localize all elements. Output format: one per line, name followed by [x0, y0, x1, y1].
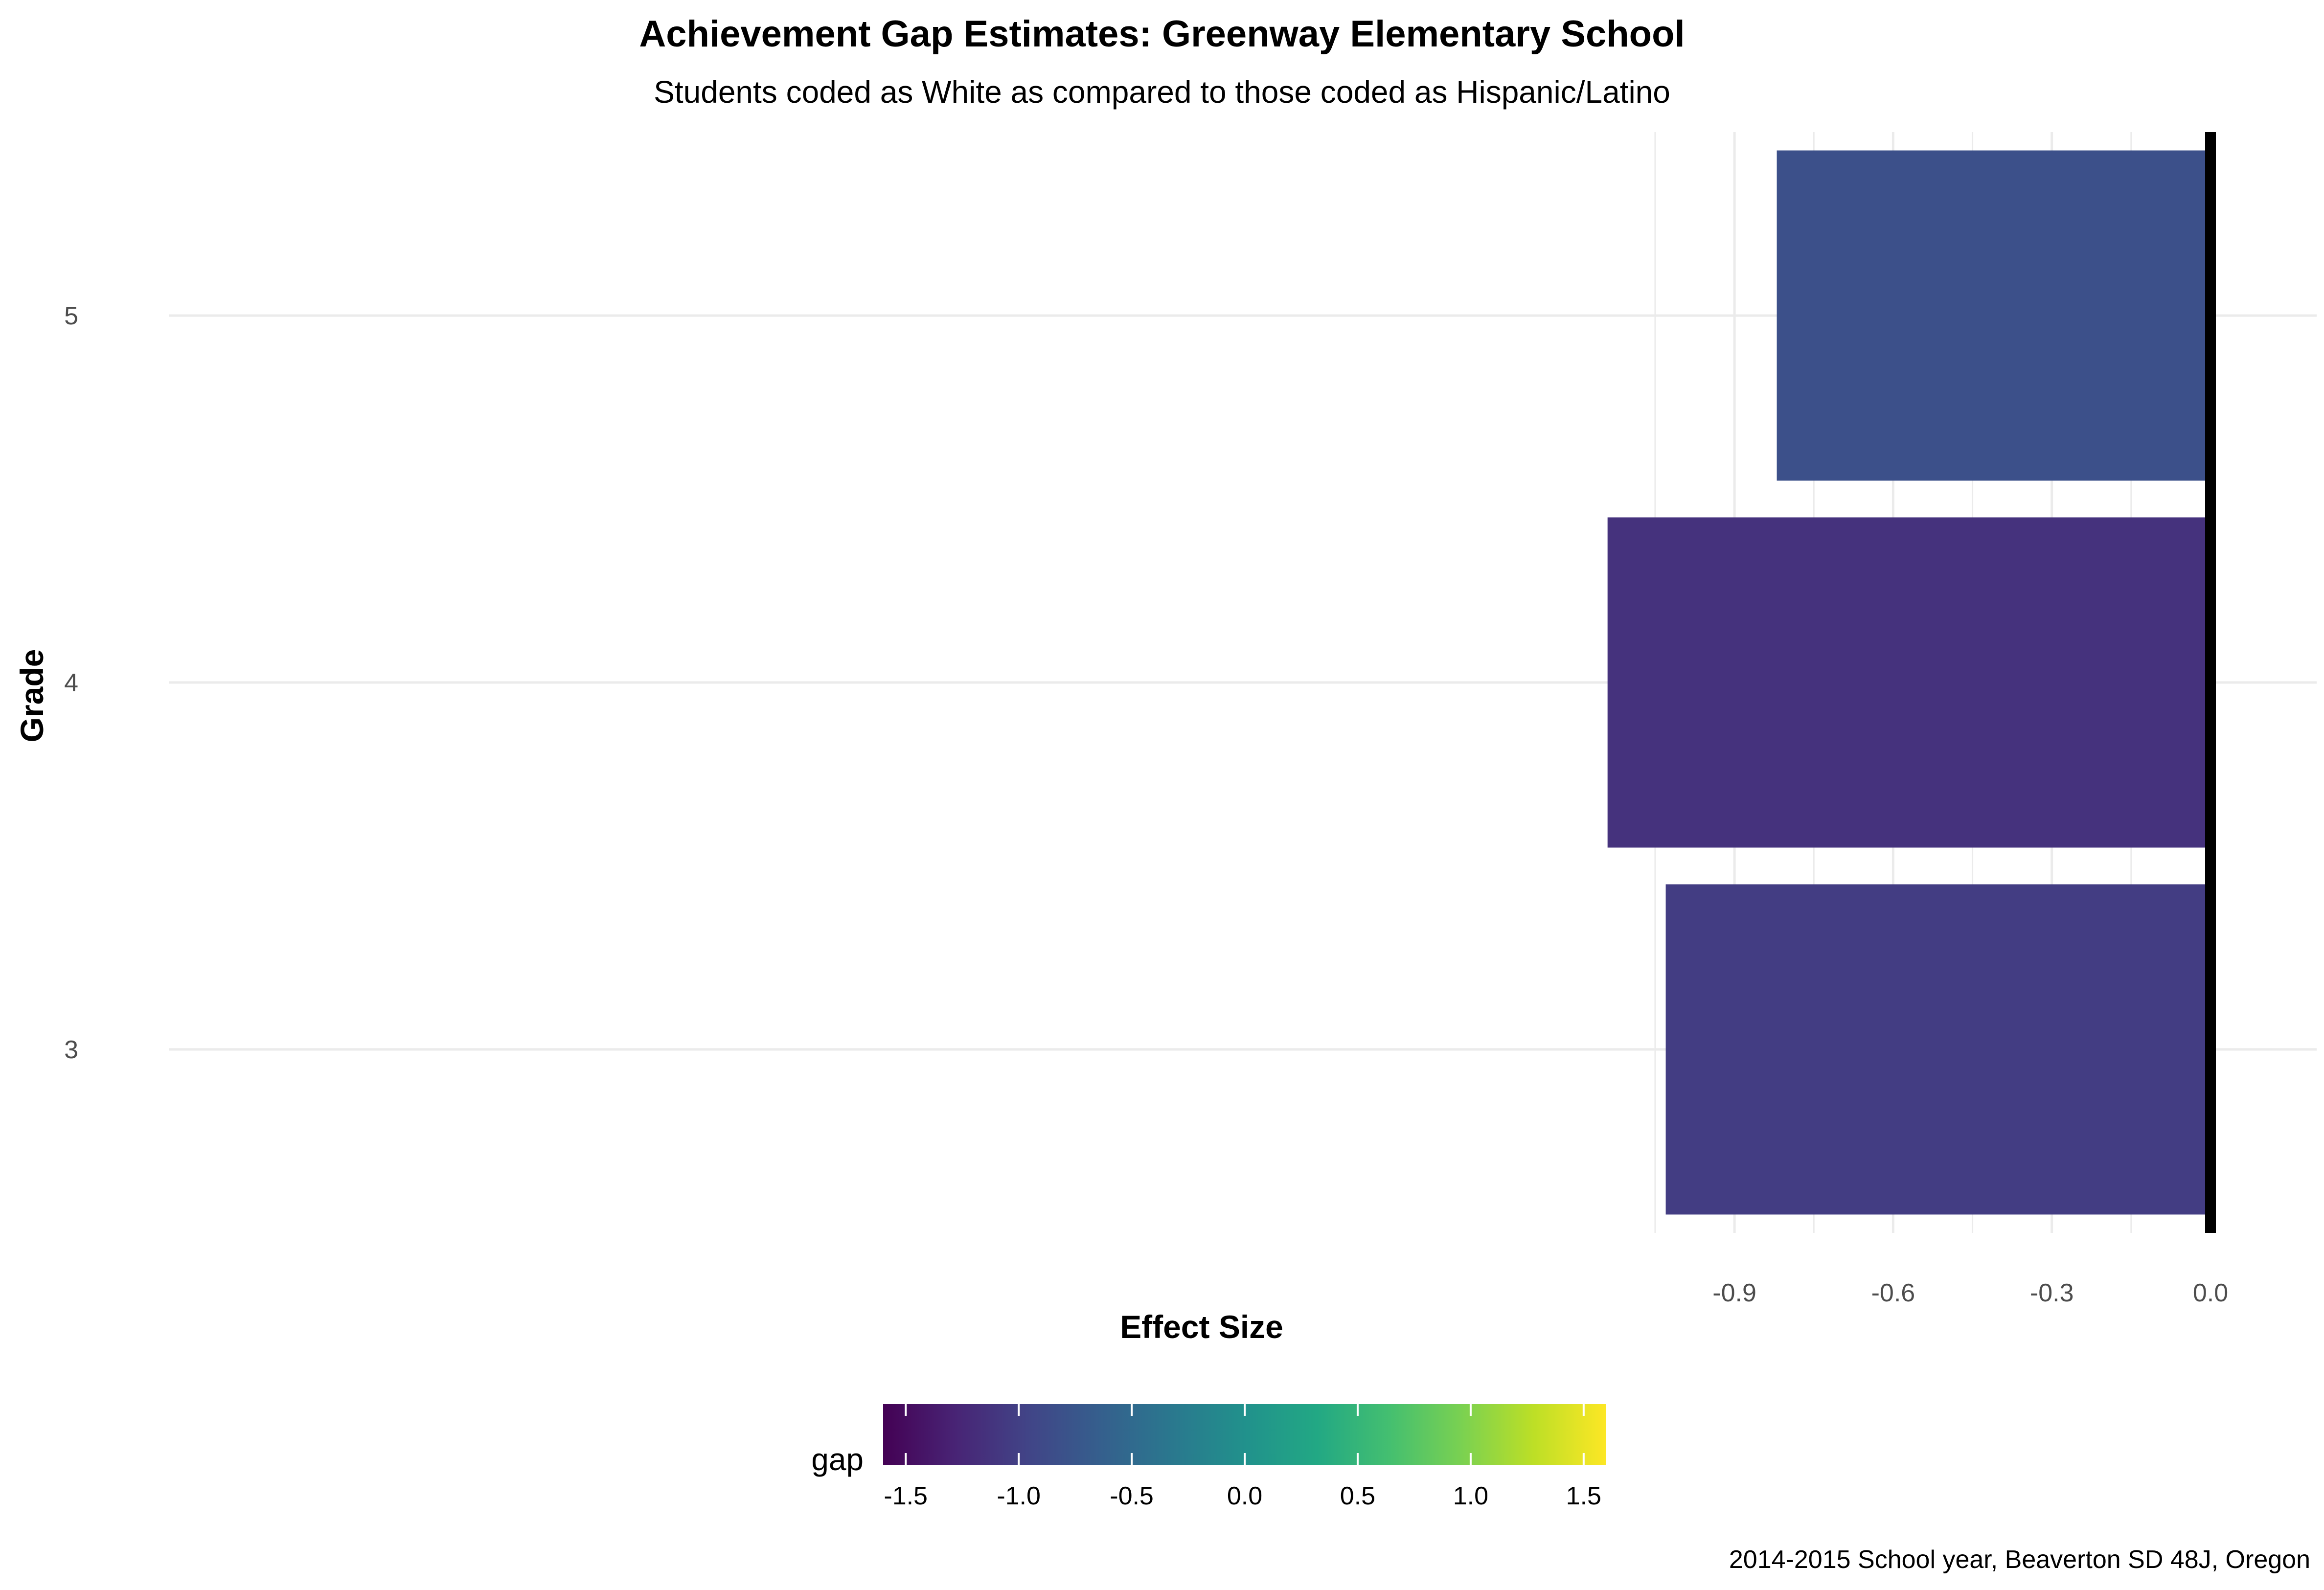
y-tick-label: 3 [64, 1036, 78, 1064]
chart-subtitle: Students coded as White as compared to t… [654, 74, 1670, 110]
legend-title: gap [811, 1442, 864, 1477]
legend: gap -1.5 -1.0 -0.5 0.0 0.5 1.0 1.5 [811, 1404, 1606, 1510]
x-tick-labels: -0.9 -0.6 -0.3 0.0 [1712, 1279, 2228, 1307]
legend-tick-label: -1.0 [997, 1482, 1041, 1510]
legend-tick-label: -1.5 [884, 1482, 928, 1510]
legend-tick-label: 1.0 [1453, 1482, 1488, 1510]
y-tick-label: 4 [64, 669, 78, 697]
x-tick-label: -0.9 [1712, 1279, 1756, 1307]
y-tick-labels: 3 4 5 [64, 302, 78, 1064]
legend-tick-label: 0.5 [1340, 1482, 1375, 1510]
x-tick-label: 0.0 [2193, 1279, 2228, 1307]
legend-tick-label: 1.5 [1566, 1482, 1601, 1510]
bars [1607, 150, 2210, 1215]
x-axis-title: Effect Size [1120, 1309, 1283, 1345]
caption: 2014-2015 School year, Beaverton SD 48J,… [1729, 1545, 2310, 1574]
y-axis-title: Grade [14, 649, 50, 743]
bar-grade-5 [1777, 150, 2210, 481]
bar-grade-3 [1665, 884, 2210, 1215]
x-tick-label: -0.3 [2030, 1279, 2074, 1307]
bar-grade-4 [1607, 517, 2210, 848]
chart-title: Achievement Gap Estimates: Greenway Elem… [639, 13, 1685, 55]
legend-tick-label: 0.0 [1227, 1482, 1262, 1510]
legend-tick-label: -0.5 [1110, 1482, 1154, 1510]
legend-ticks: -1.5 -1.0 -0.5 0.0 0.5 1.0 1.5 [884, 1404, 1601, 1510]
y-tick-label: 5 [64, 302, 78, 330]
x-tick-label: -0.6 [1871, 1279, 1915, 1307]
